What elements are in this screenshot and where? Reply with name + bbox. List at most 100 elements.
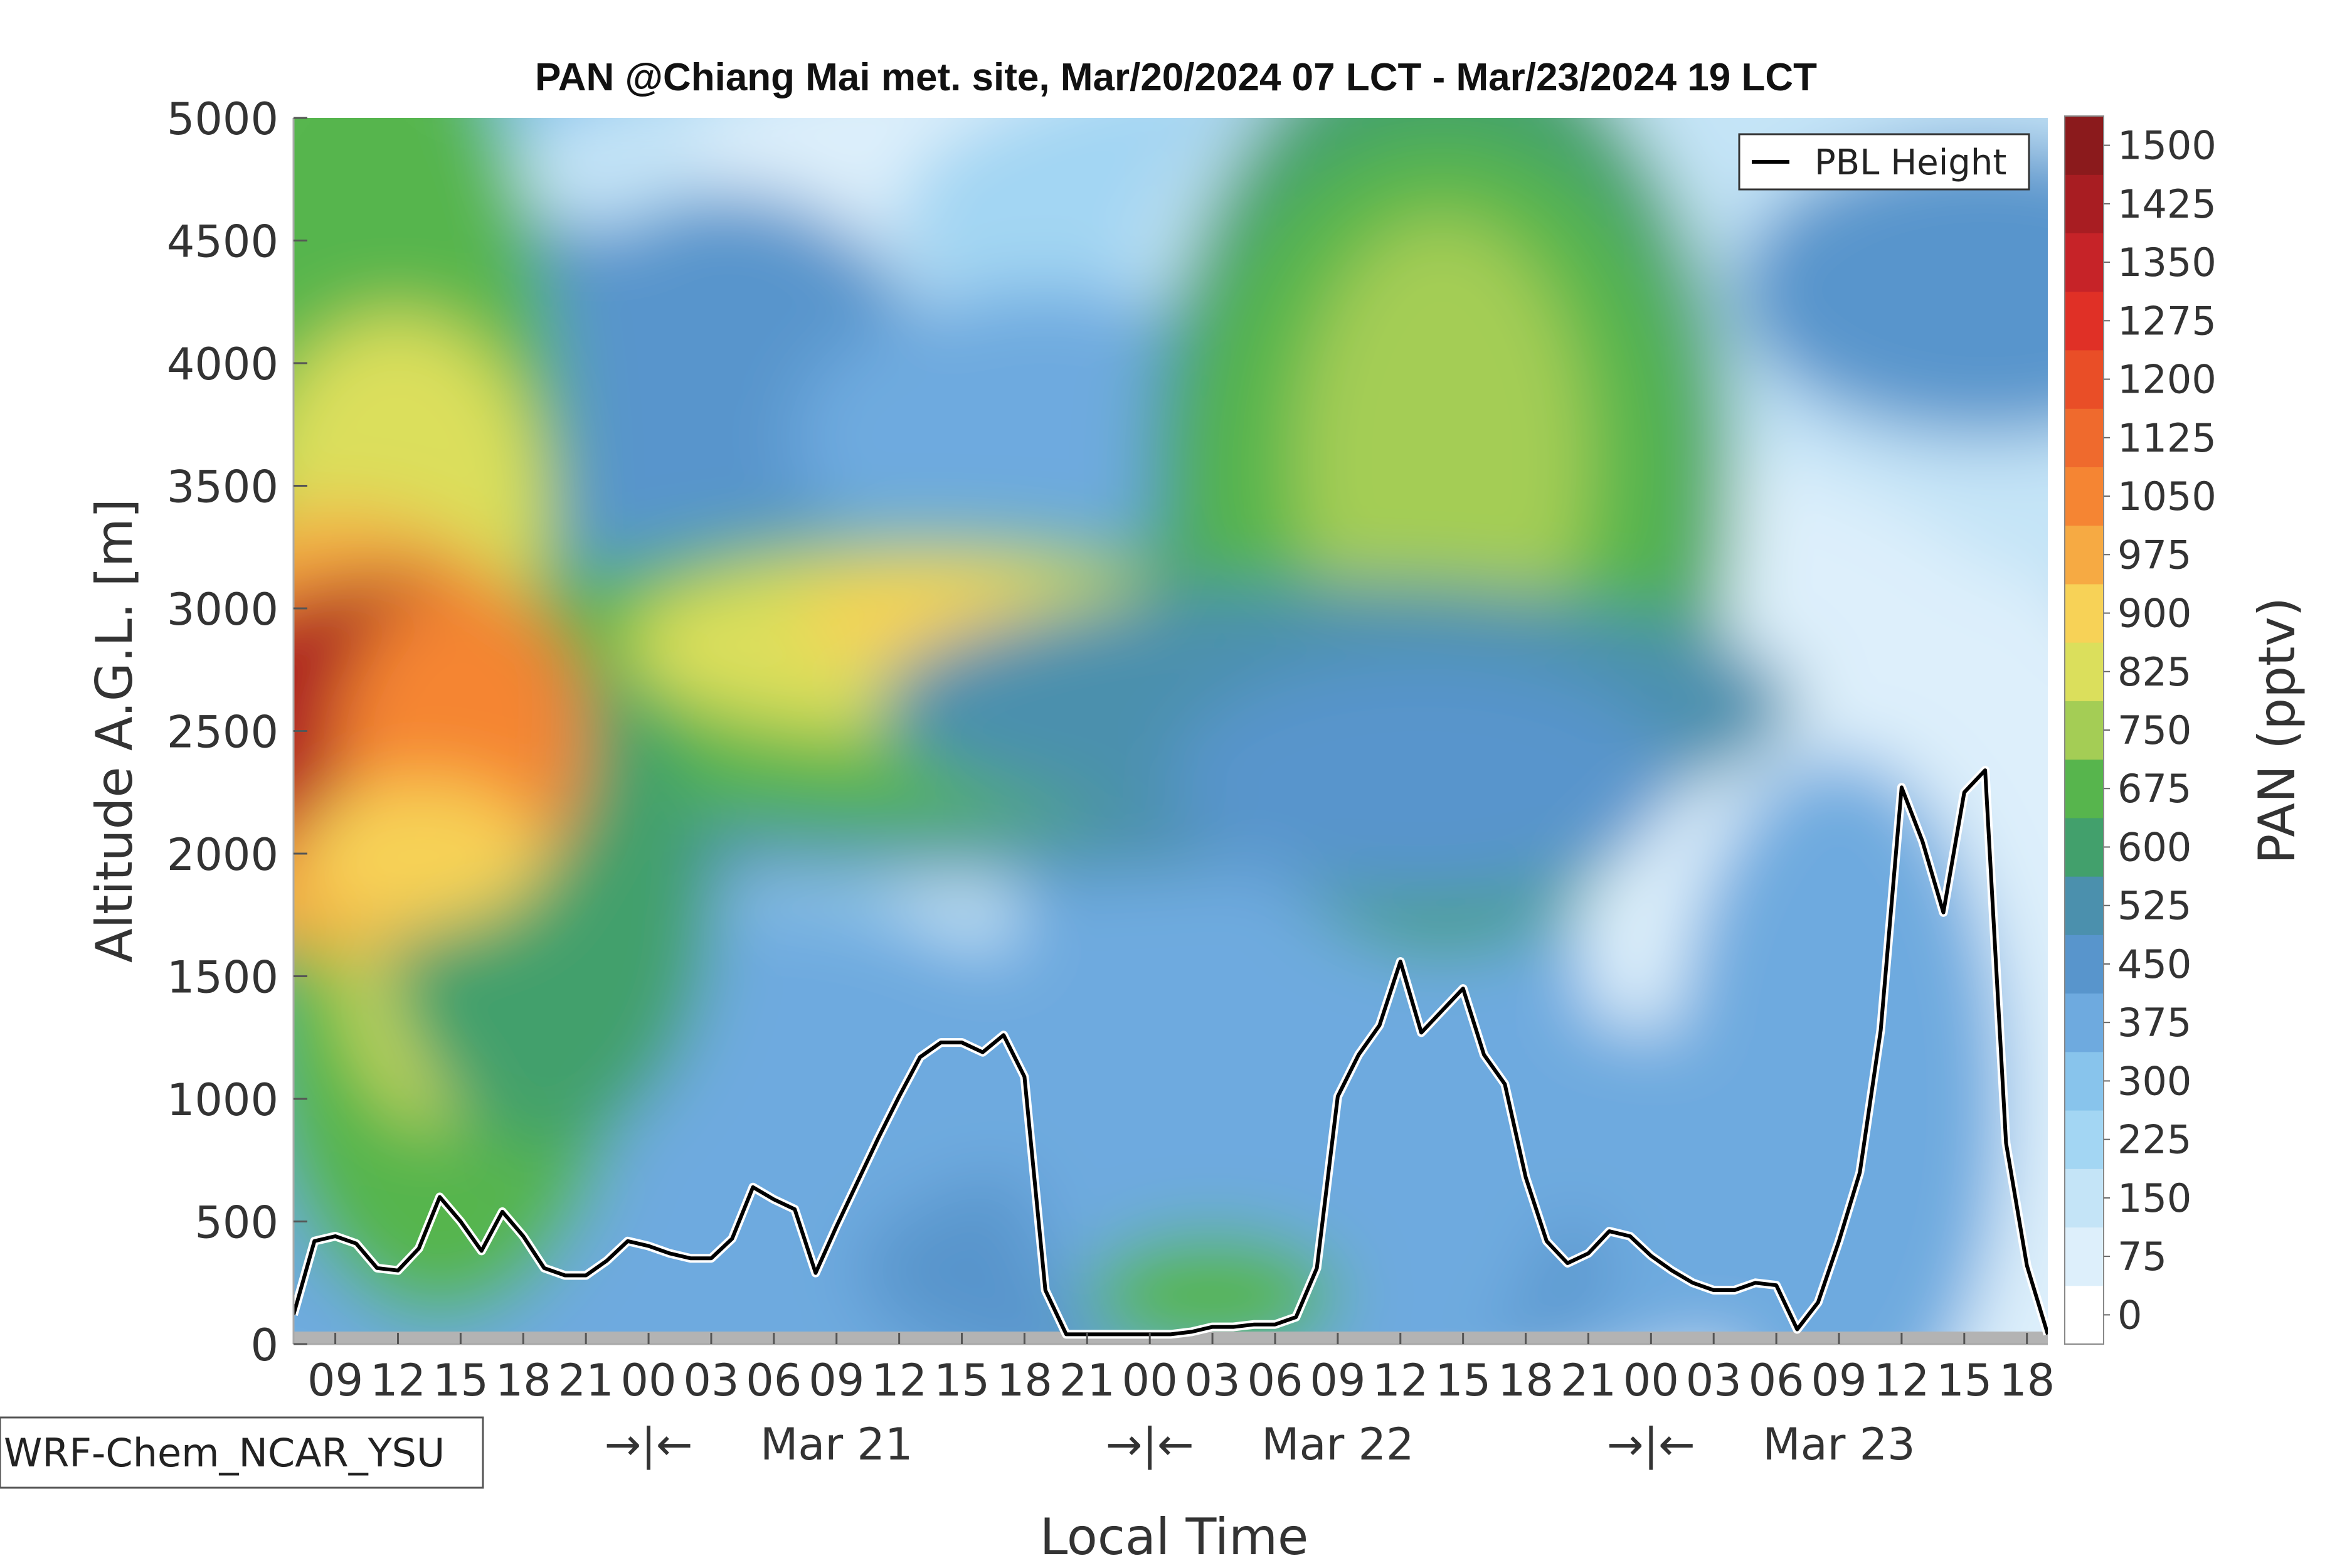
legend-entry-pbl-height: PBL Height	[1814, 142, 2006, 183]
colorbar: 0 75 150 225 300 375 450 525 600 675 750 825 900 975 1…	[2064, 115, 2217, 1345]
field-blob-47	[294, 780, 544, 928]
y-tick-label: 3000	[167, 584, 278, 635]
y-tick-label: 2000	[167, 829, 278, 881]
x-date-label: →|←	[605, 1419, 693, 1470]
y-tick-label: 500	[194, 1197, 278, 1249]
y-tick-label: 3500	[167, 462, 278, 513]
x-tick-label: 06	[746, 1355, 802, 1406]
colorbar-swatch	[2065, 233, 2104, 292]
x-tick-label: 09	[1811, 1355, 1867, 1406]
x-tick-label: 12	[1873, 1355, 1929, 1406]
x-tick-label: 15	[934, 1355, 990, 1406]
colorbar-tick-label: 900	[2117, 591, 2191, 637]
x-tick-label: 15	[1435, 1355, 1491, 1406]
colorbar-tick-label: 600	[2117, 824, 2191, 870]
colorbar-tick-label: 450	[2117, 941, 2191, 987]
field-blob-35	[1170, 657, 1672, 903]
x-date-label: →|←	[1607, 1419, 1695, 1470]
colorbar-swatch	[2065, 1110, 2104, 1169]
pbl-line	[294, 768, 2048, 1337]
x-tick-label: 06	[1247, 1355, 1303, 1406]
x-tick-label: 03	[1185, 1355, 1241, 1406]
x-date-label: Mar 21	[760, 1419, 913, 1470]
colorbar-swatch	[2065, 935, 2104, 994]
colorbar-tick-label: 1425	[2117, 181, 2217, 227]
colorbar-swatch	[2065, 701, 2104, 760]
y-tick-label: 4500	[167, 216, 278, 268]
colorbar-tick-label: 1050	[2117, 474, 2217, 519]
colorbar-tick-label: 300	[2117, 1058, 2191, 1104]
chart-title: PAN @Chiang Mai met. site, Mar/20/2024 0…	[535, 56, 1817, 99]
colorbar-tick-label: 75	[2117, 1234, 2167, 1279]
colorbar-tick-label: 1350	[2117, 240, 2217, 285]
x-tick-label: 03	[683, 1355, 739, 1406]
y-tick-label: 5000	[167, 93, 278, 145]
field-blob-41	[1087, 1234, 1338, 1344]
colorbar-swatch	[2065, 1051, 2104, 1111]
x-axis-date-labels: →|← Mar 21 →|← Mar 22 →|← Mar 23	[605, 1419, 1915, 1470]
colorbar-swatch	[2065, 291, 2104, 351]
field-blob-25	[1734, 142, 2048, 437]
colorbar-swatch	[2065, 467, 2104, 526]
x-tick-label: 09	[307, 1355, 363, 1406]
x-tick-label: 09	[1310, 1355, 1365, 1406]
y-tick-label: 1500	[167, 952, 278, 1004]
colorbar-tick-label: 0	[2117, 1292, 2142, 1338]
colorbar-tick-label: 525	[2117, 883, 2191, 929]
x-tick-label: 12	[1372, 1355, 1428, 1406]
colorbar-swatch	[2065, 993, 2104, 1052]
colorbar-tick-label: 750	[2117, 707, 2191, 753]
colorbar-swatch	[2065, 817, 2104, 877]
colorbar-swatch	[2065, 525, 2104, 585]
y-tick-label: 1000	[167, 1074, 278, 1126]
colorbar-label: PAN (pptv)	[2248, 597, 2306, 864]
colorbar-tick-label: 675	[2117, 766, 2191, 812]
colorbar-swatch	[2065, 876, 2104, 935]
x-tick-label: 18	[1498, 1355, 1554, 1406]
y-axis-label: Altitude A.G.L. [m]	[85, 499, 144, 963]
x-tick-label: 09	[808, 1355, 864, 1406]
x-tick-label: 21	[558, 1355, 614, 1406]
model-label-box: WRF-Chem_NCAR_YSU	[0, 1416, 484, 1489]
legend: PBL Height	[1738, 133, 2030, 191]
x-tick-label: 03	[1686, 1355, 1742, 1406]
colorbar-tick-label: 150	[2117, 1175, 2191, 1221]
x-tick-label: 12	[871, 1355, 927, 1406]
colorbar-swatch	[2065, 174, 2104, 233]
x-tick-label: 15	[1936, 1355, 1992, 1406]
model-label: WRF-Chem_NCAR_YSU	[4, 1430, 445, 1476]
x-date-label: Mar 22	[1261, 1419, 1414, 1470]
colorbar-swatch	[2065, 759, 2104, 818]
colorbar-tick-label: 1125	[2117, 415, 2217, 461]
y-tick-label: 2500	[167, 707, 278, 758]
pbl-height-line	[294, 766, 2048, 1339]
x-tick-label: 21	[1560, 1355, 1616, 1406]
colorbar-swatch	[2065, 408, 2104, 467]
y-axis-ticks: 0 500 1000 1500 2000 2500 3000 3500 4000 4500 5000	[167, 93, 307, 1371]
x-tick-label: 12	[370, 1355, 426, 1406]
colorbar-swatch	[2065, 1285, 2104, 1345]
field-blob-33	[1296, 216, 1589, 707]
x-tick-label: 18	[495, 1355, 551, 1406]
x-tick-label: 00	[1122, 1355, 1178, 1406]
x-tick-label: 15	[433, 1355, 489, 1406]
x-axis-label: Local Time	[1040, 1508, 1309, 1566]
colorbar-tick-label: 225	[2117, 1117, 2191, 1163]
x-tick-label: 18	[997, 1355, 1052, 1406]
x-tick-label: 06	[1749, 1355, 1804, 1406]
y-tick-label: 0	[250, 1320, 278, 1371]
colorbar-tick-label: 975	[2117, 532, 2191, 578]
colorbar-swatch	[2065, 1227, 2104, 1286]
colorbar-swatch	[2065, 642, 2104, 701]
colorbar-tick-label: 375	[2117, 1000, 2191, 1046]
x-tick-label: 21	[1059, 1355, 1115, 1406]
colorbar-swatch	[2065, 116, 2104, 175]
x-tick-label: 00	[1623, 1355, 1679, 1406]
field-blob-26	[1671, 755, 2006, 1344]
x-tick-label: 00	[621, 1355, 677, 1406]
colorbar-tick-label: 825	[2117, 649, 2191, 695]
colorbar-swatch	[2065, 1168, 2104, 1228]
x-tick-label: 18	[1999, 1355, 2055, 1406]
